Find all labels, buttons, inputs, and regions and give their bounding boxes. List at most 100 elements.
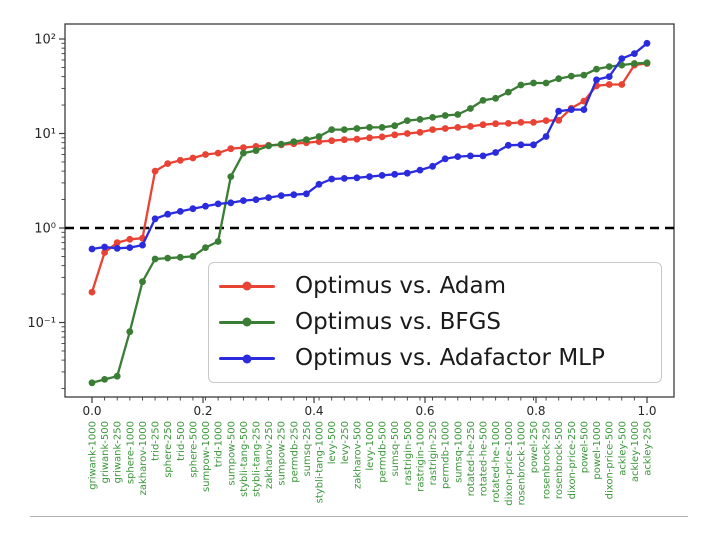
data-point [618,61,626,69]
data-point [378,133,386,141]
data-point [441,155,449,163]
data-point [164,254,172,262]
data-point [202,244,209,252]
category-label: rosenbrock-1000 [516,421,527,505]
data-point [618,81,626,88]
data-point [252,196,260,204]
category-label: rastrigin-250 [428,421,439,485]
data-point [429,162,436,170]
category-label: permdb-250 [289,421,300,483]
data-point [492,120,499,128]
data-point [605,63,613,70]
data-point [101,249,108,256]
data-point [580,106,588,113]
data-point [277,140,285,148]
category-label: rosenbrock-500 [554,421,565,499]
data-point [277,192,285,200]
data-point [240,149,247,157]
x-tick-label: 0.8 [526,404,545,418]
category-label: zakharov-1000 [138,421,149,495]
category-label: powel-1000 [592,421,603,480]
series-optimus-vs-adafactor-mlp [88,39,651,253]
data-point [353,135,361,143]
data-point [631,50,638,57]
data-point [303,190,310,198]
data-point [416,166,424,174]
x-category-axis: griwank-1000 griwank-500 griwank-250 sphere… [88,397,654,506]
data-point [315,180,323,188]
data-point [416,128,424,136]
y-minor-ticks [61,42,65,390]
legend-line-marker-adam [219,284,275,288]
category-label: levy-1000 [365,421,376,471]
category-label: sphere-500 [188,421,199,478]
data-point [467,123,474,130]
category-label: sphere-250 [163,421,174,478]
data-point [88,288,96,296]
category-label: permdb-1000 [441,421,452,489]
data-point [101,376,108,383]
data-point [403,169,411,177]
legend-label-bfgs: Optimus vs. BFGS [295,308,502,335]
data-point [504,88,512,96]
x-tick-label: 0.6 [415,404,434,418]
data-point [139,278,146,286]
category-label: trid-250 [151,421,162,461]
data-point [391,131,399,139]
data-point [530,119,537,126]
data-point [643,59,651,67]
y-tick-label: 10¹ [34,127,56,142]
data-point [366,134,373,142]
data-point [391,170,399,178]
data-point [555,75,563,83]
category-label: zakharov-500 [352,421,363,489]
category-label: rotated-he-250 [466,421,477,496]
data-point [328,126,336,133]
category-label: powel-250 [529,421,540,473]
data-point [429,126,436,133]
data-point [454,153,462,161]
category-label: ackley-1000 [630,421,641,482]
data-point [189,253,197,260]
data-point [555,107,563,115]
data-point [555,116,563,124]
category-label: sumsq-1000 [453,421,464,483]
data-point [567,106,575,113]
category-label: levy-250 [340,421,351,464]
legend-label-adafactor: Optimus vs. Adafactor MLP [295,345,605,372]
data-point [593,76,600,84]
x-axis: 0.0 0.2 0.4 0.6 0.8 1.0 [82,397,657,418]
data-point [214,149,222,157]
category-label: ackley-250 [643,421,654,476]
data-point [113,239,121,247]
data-point [454,124,462,131]
data-point [517,119,525,126]
data-point [479,97,487,104]
data-point [643,39,651,47]
data-point [139,241,146,249]
x-tick-label: 0.0 [82,404,101,418]
data-point [151,167,159,175]
data-point [479,152,487,160]
category-label: rotated-he-500 [479,421,490,496]
data-point [202,151,209,158]
legend-line-marker-adafactor [219,357,275,361]
data-point [126,328,134,336]
data-point [126,235,134,243]
data-point [227,199,235,207]
data-point [164,210,172,218]
legend-item-optimus-vs-bfgs: Optimus vs. BFGS [219,308,661,335]
data-point [467,152,474,160]
data-point [429,114,436,121]
data-point [126,244,134,252]
legend-line-marker-bfgs [219,320,275,324]
data-point [618,55,626,62]
data-point [366,124,373,131]
x-tick-label: 1.0 [637,404,656,418]
data-point [492,94,499,102]
category-label: stybli-tang-250 [251,421,262,497]
data-point [151,255,159,263]
data-point [504,141,512,149]
data-point [517,141,525,149]
